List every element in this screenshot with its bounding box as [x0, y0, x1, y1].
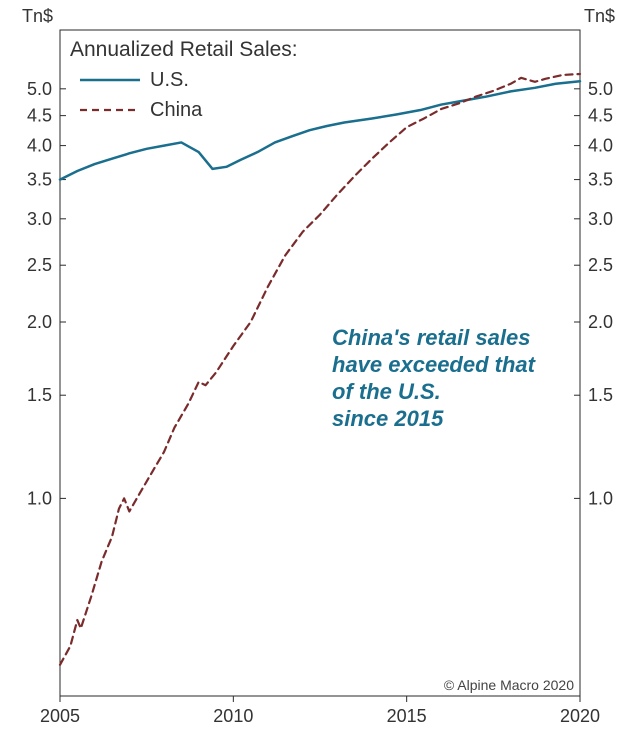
y-tick-label-left: 4.0 — [27, 136, 52, 156]
x-tick-label: 2020 — [560, 706, 600, 726]
legend-label: U.S. — [150, 69, 189, 91]
y-tick-label-right: 5.0 — [588, 79, 613, 99]
y-tick-label-left: 2.5 — [27, 255, 52, 275]
y-axis-unit-right: Tn$ — [584, 6, 615, 26]
y-tick-label-right: 4.5 — [588, 106, 613, 126]
y-tick-label-left: 2.0 — [27, 312, 52, 332]
y-tick-label-right: 2.5 — [588, 255, 613, 275]
y-tick-label-right: 4.0 — [588, 136, 613, 156]
y-tick-label-right: 1.5 — [588, 385, 613, 405]
x-tick-label: 2005 — [40, 706, 80, 726]
y-tick-label-left: 1.0 — [27, 488, 52, 508]
y-tick-label-right: 1.0 — [588, 488, 613, 508]
chart-container: Tn$ Tn$ 1.0 1.0 1.5 1.5 2.0 2.0 2.5 2.5 3.0 3.0 3.5 3… — [0, 0, 640, 746]
x-tick-label: 2010 — [213, 706, 253, 726]
y-tick-label-right: 3.5 — [588, 170, 613, 190]
copyright-text: © Alpine Macro 2020 — [444, 677, 574, 693]
y-tick-label-left: 3.0 — [27, 209, 52, 229]
y-axis-unit-left: Tn$ — [22, 6, 53, 26]
y-tick-label-left: 3.5 — [27, 170, 52, 190]
x-tick-label: 2015 — [387, 706, 427, 726]
chart-annotation: China's retail sales — [332, 325, 530, 350]
legend-title: Annualized Retail Sales: — [70, 38, 298, 61]
retail-sales-chart: Tn$ Tn$ 1.0 1.0 1.5 1.5 2.0 2.0 2.5 2.5 3.0 3.0 3.5 3… — [0, 0, 640, 746]
legend-label: China — [150, 99, 203, 121]
y-tick-label-right: 2.0 — [588, 312, 613, 332]
chart-annotation: have exceeded that — [332, 352, 537, 377]
chart-annotation: since 2015 — [332, 406, 444, 431]
y-tick-label-left: 1.5 — [27, 385, 52, 405]
chart-annotation: of the U.S. — [332, 379, 441, 404]
y-tick-label-left: 5.0 — [27, 79, 52, 99]
y-tick-label-left: 4.5 — [27, 106, 52, 126]
y-tick-label-right: 3.0 — [588, 209, 613, 229]
